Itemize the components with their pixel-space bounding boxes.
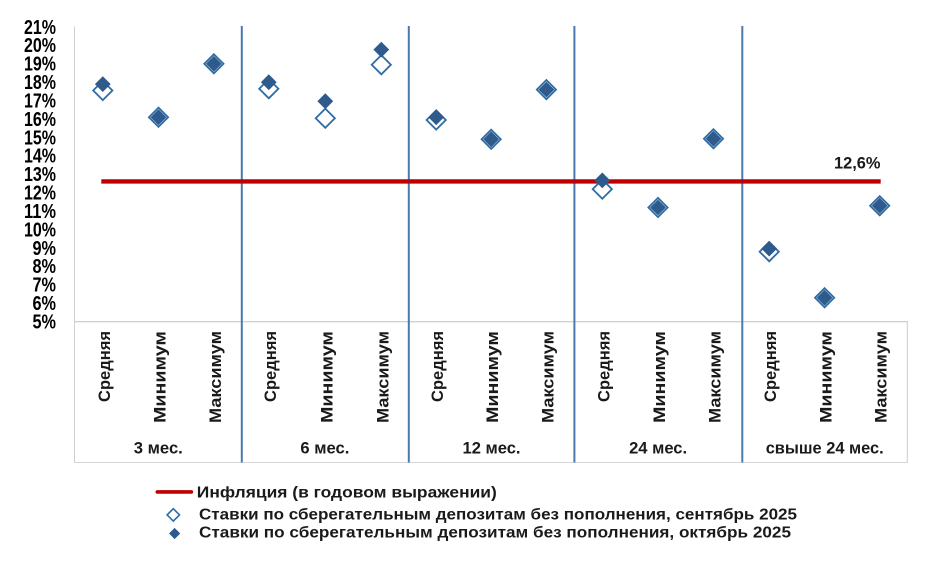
svg-text:11%: 11%	[24, 201, 56, 223]
svg-text:24 мес.: 24 мес.	[629, 439, 687, 458]
svg-text:21%: 21%	[24, 17, 56, 39]
svg-text:14%: 14%	[24, 146, 56, 168]
svg-text:Инфляция (в годовом выражении): Инфляция (в годовом выражении)	[197, 484, 497, 501]
svg-text:Средняя: Средняя	[594, 331, 613, 402]
svg-text:Средняя: Средняя	[95, 331, 114, 402]
svg-text:17%: 17%	[24, 91, 56, 113]
svg-text:Минимум: Минимум	[317, 331, 336, 423]
svg-text:8%: 8%	[33, 256, 57, 278]
svg-text:3 мес.: 3 мес.	[134, 439, 183, 458]
svg-text:9%: 9%	[33, 238, 57, 260]
svg-text:18%: 18%	[24, 72, 56, 94]
svg-text:Минимум: Минимум	[650, 331, 669, 423]
svg-text:свыше 24 мес.: свыше 24 мес.	[766, 439, 884, 458]
svg-text:Ставки по сберегательным депоз: Ставки по сберегательным депозитам без п…	[199, 525, 791, 542]
svg-text:10%: 10%	[24, 219, 56, 241]
svg-text:Минимум: Минимум	[817, 331, 836, 423]
svg-text:Ставки по сберегательным депоз: Ставки по сберегательным депозитам без п…	[199, 507, 797, 524]
svg-text:5%: 5%	[33, 312, 57, 334]
svg-text:20%: 20%	[24, 35, 56, 57]
svg-text:16%: 16%	[24, 109, 56, 131]
svg-text:Средняя: Средняя	[761, 331, 780, 402]
svg-text:Максимум: Максимум	[538, 331, 557, 423]
svg-text:Максимум: Максимум	[872, 331, 891, 423]
svg-text:7%: 7%	[33, 275, 57, 297]
svg-text:15%: 15%	[24, 127, 56, 149]
svg-text:6%: 6%	[33, 293, 57, 315]
svg-text:Минимум: Минимум	[483, 331, 502, 423]
svg-text:19%: 19%	[24, 54, 56, 76]
svg-text:12,6%: 12,6%	[834, 153, 881, 172]
svg-text:Максимум: Максимум	[706, 331, 725, 423]
svg-text:12 мес.: 12 мес.	[463, 439, 521, 458]
svg-text:Средняя: Средняя	[428, 331, 447, 402]
svg-text:6 мес.: 6 мес.	[300, 439, 349, 458]
svg-text:Средняя: Средняя	[261, 331, 280, 402]
svg-text:13%: 13%	[24, 164, 56, 186]
svg-text:12%: 12%	[24, 183, 56, 205]
svg-text:Максимум: Максимум	[373, 331, 392, 423]
svg-text:Максимум: Максимум	[206, 331, 225, 423]
svg-text:Минимум: Минимум	[151, 331, 170, 423]
